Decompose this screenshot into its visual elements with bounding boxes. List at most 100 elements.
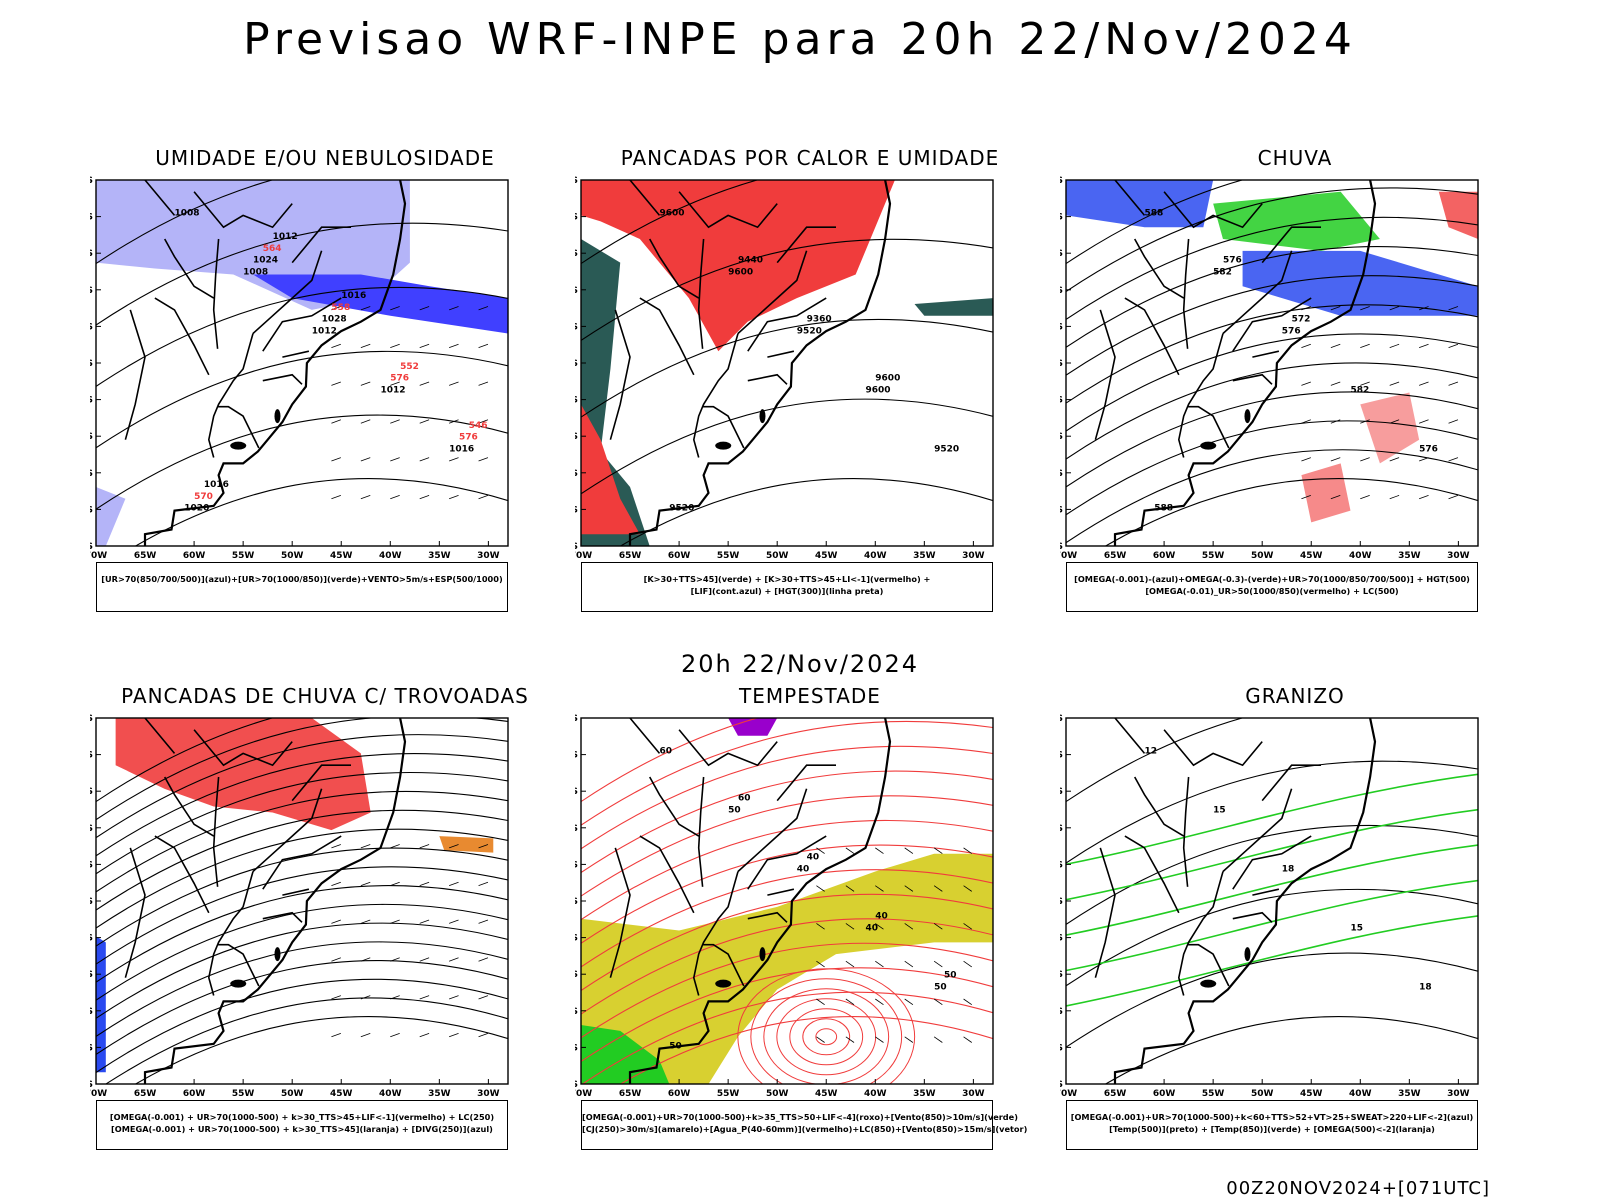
lat-tick-label: 30S <box>575 934 578 944</box>
wind-vector <box>507 498 508 499</box>
wind-vector <box>419 381 430 386</box>
wind-vector <box>390 306 400 311</box>
wind-vector <box>449 457 459 462</box>
legend-line: [OMEGA(-0.001) + UR>70(1000-500) + k>30_… <box>111 1124 493 1134</box>
contour-label: 588 <box>1144 208 1163 218</box>
wind-vector <box>816 885 825 892</box>
wind-vector <box>419 995 430 1000</box>
border-line <box>1187 405 1230 449</box>
wind-vector <box>1477 460 1478 461</box>
wind-vector <box>449 381 459 386</box>
lat-tick-label: 42S <box>90 542 93 552</box>
lagoa-dos-patos <box>274 409 281 424</box>
wind-vector <box>449 881 459 887</box>
contour-line <box>96 771 508 875</box>
contour-line <box>1066 304 1478 404</box>
wind-vector <box>507 309 508 310</box>
wind-vector <box>845 998 855 1006</box>
lat-tick-label: 33S <box>90 970 93 980</box>
coastline <box>1113 718 1377 1084</box>
wind-vector <box>875 1036 884 1043</box>
lat-tick-label: 21S <box>575 824 578 834</box>
wind-vector <box>419 457 430 462</box>
lon-tick-label: 45W <box>815 1089 838 1099</box>
border-line <box>1124 835 1180 914</box>
contour-line <box>96 866 508 965</box>
lat-tick-label: 21S <box>575 286 578 296</box>
lat-tick-label: 39S <box>1060 1043 1063 1053</box>
lat-tick-label: 36S <box>1060 469 1063 479</box>
wind-vector <box>360 343 371 349</box>
wind-vector <box>1330 494 1341 500</box>
wind-vector <box>390 881 400 887</box>
lon-tick-label: 40W <box>864 1089 887 1099</box>
contour-line <box>96 978 508 1073</box>
lat-tick-label: 33S <box>575 970 578 980</box>
contour-line <box>581 718 760 803</box>
contour-line <box>1066 952 1478 1048</box>
border-line <box>1163 729 1263 767</box>
lat-tick-label: 27S <box>1060 359 1063 369</box>
lat-tick-label: 12S <box>575 714 578 724</box>
border-line <box>649 776 700 837</box>
contour-line <box>581 795 993 897</box>
lat-tick-label: 12S <box>90 714 93 724</box>
wind-vector <box>390 844 400 849</box>
border-line <box>767 888 795 896</box>
wind-vector <box>963 847 972 854</box>
lat-tick-label: 24S <box>1060 860 1063 870</box>
wind-vector <box>1389 494 1400 500</box>
border-line <box>207 871 254 996</box>
lon-tick-label: 60W <box>668 1089 691 1099</box>
wind-vector <box>1477 498 1478 499</box>
contour-label: 1012 <box>380 386 405 396</box>
lat-tick-label: 27S <box>90 897 93 907</box>
wind-vector <box>419 957 430 962</box>
lon-tick-label: 70W <box>575 1089 592 1099</box>
contour-label: 50 <box>934 983 947 993</box>
lat-tick-label: 39S <box>90 1043 93 1053</box>
low-pressure-contour <box>815 1028 838 1046</box>
map-figure: 12 15 18 15 18 12S 15S 18S 21S 24S 27S 30S 33S 36S 39S… <box>1060 714 1479 1099</box>
contour-line <box>96 753 508 857</box>
contour-line <box>581 398 993 495</box>
wind-vector <box>507 885 508 886</box>
lat-tick-label: 33S <box>1060 970 1063 980</box>
contour-line <box>581 991 993 1084</box>
wind-vector <box>1448 343 1459 349</box>
wind-vector <box>419 844 430 849</box>
contour-line <box>96 790 508 893</box>
contour-line <box>96 350 508 449</box>
lon-tick-label: 60W <box>183 1089 206 1099</box>
wind-vector <box>360 995 371 1000</box>
lat-tick-label: 27S <box>575 897 578 907</box>
wind-vector <box>992 998 993 1000</box>
panel-tempestade: TEMPESTADE 6050404050506040405012S15S18S… <box>575 684 1045 1164</box>
wind-vector <box>875 847 884 854</box>
border-line <box>639 297 695 376</box>
wind-vector <box>478 919 489 924</box>
wind-vector <box>449 1032 459 1038</box>
contour-label: 60 <box>659 746 672 756</box>
coastline <box>628 718 892 1084</box>
border-line <box>629 718 661 754</box>
wind-vector <box>360 844 371 849</box>
wind-vector <box>360 881 371 887</box>
lon-tick-label: 65W <box>134 1089 157 1099</box>
wind-vector <box>331 457 341 462</box>
contour-label: 576 <box>390 374 409 384</box>
contour-label: 60 <box>738 794 751 804</box>
lon-tick-label: 35W <box>1398 551 1421 561</box>
wind-vector <box>875 998 884 1006</box>
border-line <box>747 835 827 890</box>
contour-label: 570 <box>194 492 213 502</box>
wind-vector <box>875 960 884 968</box>
contour-label: 1028 <box>322 315 347 325</box>
lon-tick-label: 45W <box>815 551 838 561</box>
legend-box: [OMEGA(-0.001)-(azul)+OMEGA(-0.3)-(verde… <box>1066 562 1478 612</box>
contour-line <box>581 869 993 968</box>
lat-tick-label: 18S <box>90 787 93 797</box>
contour-line <box>96 734 508 839</box>
contour-line <box>1066 180 1245 265</box>
wind-vector <box>816 1036 825 1043</box>
